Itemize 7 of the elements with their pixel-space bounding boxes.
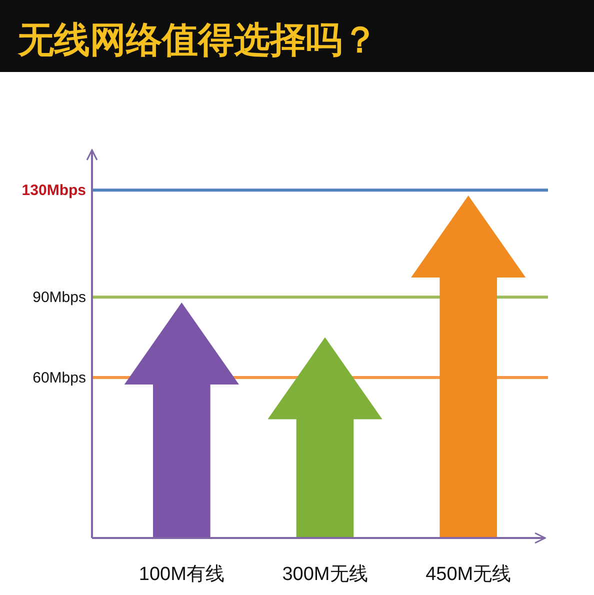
chart-title: 无线网络值得选择吗？ — [17, 19, 378, 60]
x-tick-label: 450M无线 — [426, 564, 512, 585]
x-tick-label: 100M有线 — [138, 564, 224, 585]
y-tick-label: 90Mbps — [32, 289, 86, 306]
y-tick-label: 60Mbps — [32, 369, 86, 386]
y-tick-label: 130Mbps — [22, 182, 86, 200]
x-tick-label: 300M无线 — [282, 564, 368, 585]
